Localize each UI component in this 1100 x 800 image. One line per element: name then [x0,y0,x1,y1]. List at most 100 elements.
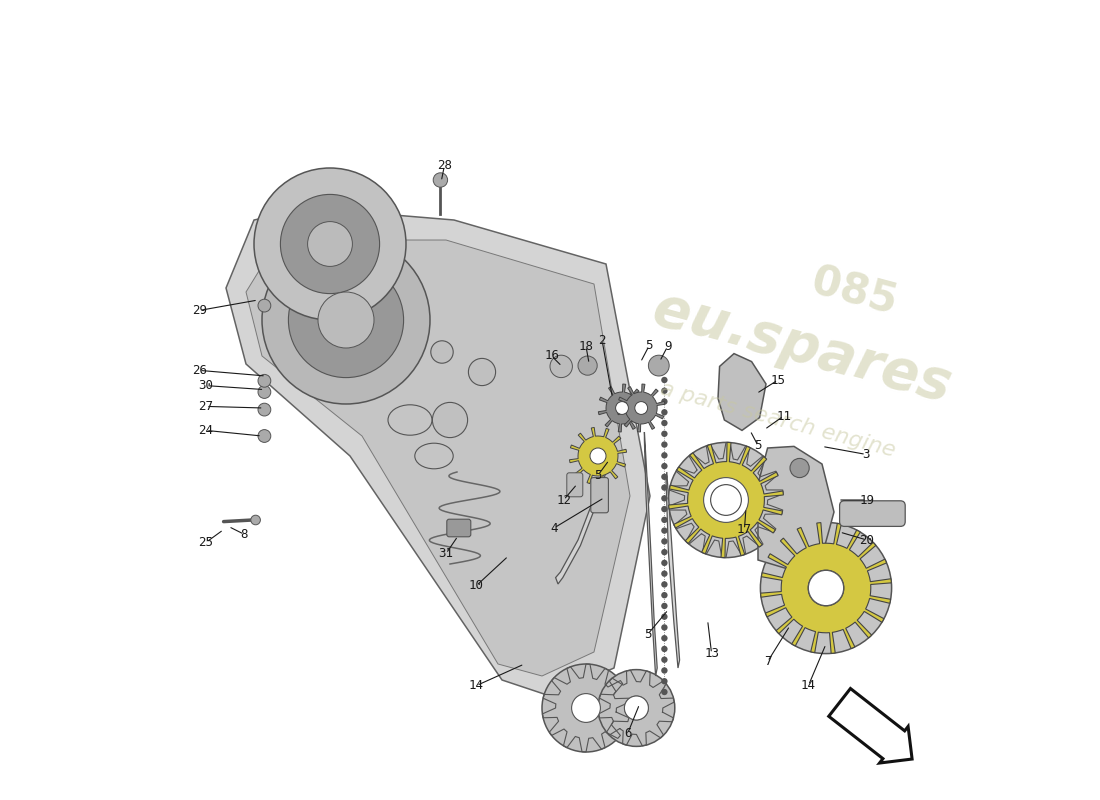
Circle shape [550,355,572,378]
Text: 7: 7 [763,655,771,668]
Circle shape [661,409,668,415]
Polygon shape [828,689,912,763]
Circle shape [661,570,668,577]
Circle shape [625,696,648,720]
Circle shape [661,398,668,405]
Circle shape [661,602,668,609]
Circle shape [262,236,430,404]
Text: 14: 14 [469,679,484,692]
Polygon shape [760,522,891,654]
Circle shape [258,386,271,398]
FancyBboxPatch shape [447,519,471,537]
Circle shape [280,194,380,294]
Circle shape [661,678,668,685]
Circle shape [661,430,668,437]
Polygon shape [570,427,627,485]
Circle shape [616,402,628,414]
Circle shape [432,402,468,438]
Text: 085: 085 [806,261,901,323]
Text: a parts search engine: a parts search engine [658,379,898,461]
Circle shape [661,484,668,490]
Polygon shape [758,446,834,570]
Circle shape [578,356,597,375]
Text: 4: 4 [550,522,558,534]
Text: 10: 10 [469,579,484,592]
Circle shape [661,442,668,448]
Polygon shape [226,208,650,696]
Circle shape [661,538,668,545]
Circle shape [808,570,844,606]
Circle shape [318,292,374,348]
Circle shape [661,624,668,630]
Circle shape [661,420,668,426]
Text: eu.spares: eu.spares [647,282,957,414]
Circle shape [661,560,668,566]
Polygon shape [645,432,657,676]
Circle shape [288,262,404,378]
Text: 15: 15 [770,374,785,386]
Circle shape [661,495,668,502]
Circle shape [635,402,648,414]
Circle shape [661,646,668,652]
Text: 8: 8 [241,528,249,541]
Circle shape [661,527,668,534]
Text: 13: 13 [704,647,719,660]
Text: 2: 2 [598,334,606,346]
Text: 24: 24 [198,424,213,437]
FancyBboxPatch shape [839,501,905,526]
Polygon shape [246,240,630,676]
Text: 5: 5 [646,339,653,352]
Text: 25: 25 [198,536,213,549]
Circle shape [661,506,668,512]
Polygon shape [669,442,783,558]
Circle shape [661,635,668,642]
Circle shape [661,667,668,674]
Circle shape [661,452,668,458]
Polygon shape [718,354,766,430]
Text: 20: 20 [859,534,874,546]
Text: 18: 18 [579,340,594,353]
Circle shape [661,387,668,394]
Text: 19: 19 [859,494,874,506]
Text: 16: 16 [544,350,559,362]
Polygon shape [617,384,664,432]
Text: 11: 11 [777,410,791,422]
FancyBboxPatch shape [566,473,583,497]
Circle shape [661,689,668,695]
Circle shape [590,448,606,464]
Circle shape [648,355,669,376]
Circle shape [258,403,271,416]
Circle shape [661,474,668,480]
Circle shape [661,592,668,598]
Circle shape [469,358,496,386]
Circle shape [661,377,668,383]
Polygon shape [556,452,613,584]
Circle shape [542,664,630,752]
Text: 31: 31 [439,547,453,560]
Circle shape [254,168,406,320]
Circle shape [308,222,352,266]
Text: 6: 6 [624,727,631,740]
Circle shape [572,694,601,722]
Circle shape [258,299,271,312]
Text: 26: 26 [192,364,207,377]
Polygon shape [598,384,646,432]
Circle shape [661,549,668,555]
Circle shape [704,478,748,522]
Circle shape [251,515,261,525]
Text: 29: 29 [192,304,207,317]
Circle shape [790,458,810,478]
Circle shape [661,463,668,470]
Circle shape [598,670,674,746]
Text: 12: 12 [557,494,571,506]
Circle shape [711,485,741,515]
Circle shape [760,522,892,654]
Circle shape [661,517,668,523]
Text: 30: 30 [198,379,213,392]
Text: 3: 3 [862,448,870,461]
Circle shape [808,570,844,606]
Circle shape [661,582,668,588]
Circle shape [669,442,783,558]
Text: 5: 5 [644,628,651,641]
Text: 28: 28 [437,159,452,172]
